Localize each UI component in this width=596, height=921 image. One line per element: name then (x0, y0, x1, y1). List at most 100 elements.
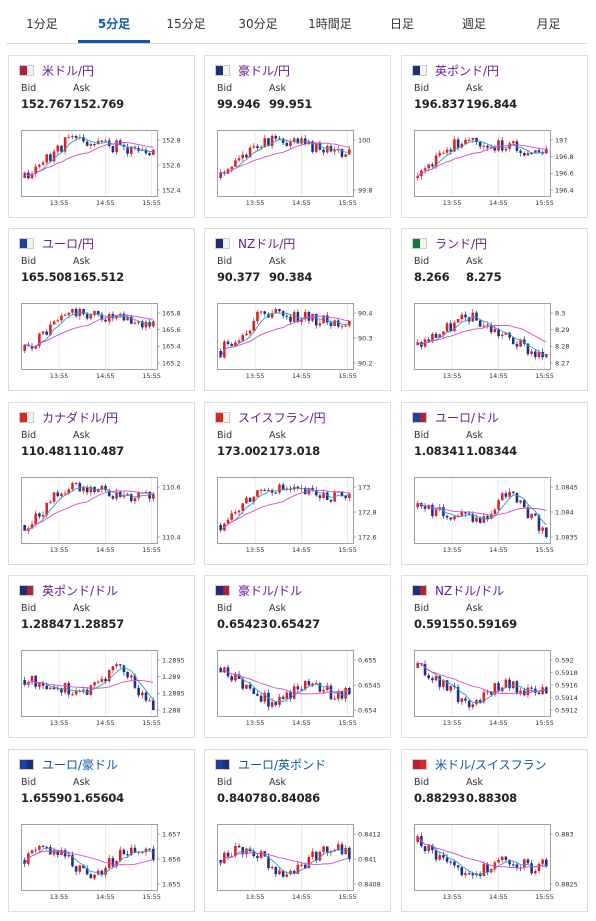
candle-body (464, 314, 467, 318)
candle-body (453, 139, 456, 152)
price-chart[interactable]: 13:55 14:55 15:55 8.3 8.29 8.28 8.27 (412, 301, 586, 386)
card-header: 米ドル/円 (19, 62, 94, 78)
candle-body (464, 698, 467, 701)
candle-body (34, 675, 37, 687)
currency-pair-link[interactable]: 英ポンド/円 (435, 63, 500, 78)
candle-body (322, 149, 325, 153)
tab-6[interactable]: 日足 (389, 17, 414, 31)
candle-body (115, 664, 118, 667)
candle-body (141, 321, 144, 328)
y-tick-label: 0.8408 (358, 880, 381, 888)
candle-body (438, 676, 442, 687)
tab-8[interactable]: 月足 (536, 17, 561, 31)
price-chart[interactable]: 13:55 14:55 15:55 1.657 1.656 1.655 (19, 822, 193, 907)
currency-card[interactable]: スイスフラン/円 Bid Ask 173.002 173.018 13:55 14:55 15… (204, 402, 391, 565)
currency-pair-link[interactable]: 豪ドル/ドル (238, 583, 303, 598)
candle-body (234, 845, 237, 857)
currency-card[interactable]: 英ポンド/円 Bid Ask 196.837 196.844 13:55 14:55 15:5… (401, 55, 588, 218)
currency-card[interactable]: ユーロ/ドル Bid Ask 1.08341 1.08344 13:55 14:55 15:5… (401, 402, 588, 565)
currency-card[interactable]: NZドル/円 Bid Ask 90.377 90.384 13:55 14:55 15:55 9… (204, 228, 391, 391)
plot-frame (21, 477, 158, 544)
candle-body (107, 313, 111, 322)
tab-5[interactable]: 1時間足 (308, 17, 352, 31)
currency-card[interactable]: ユーロ/英ポンド Bid Ask 0.84078 0.84086 13:55 14:55 15… (204, 749, 391, 912)
candle-body (126, 316, 129, 321)
candle-body (303, 681, 307, 690)
candle-body (534, 150, 537, 154)
y-tick-label: 0.5914 (555, 694, 578, 702)
candle-body (471, 137, 475, 140)
currency-pair-link[interactable]: スイスフラン/円 (238, 410, 326, 425)
currency-pair-link[interactable]: 豪ドル/円 (238, 63, 291, 78)
currency-pair-link[interactable]: ユーロ/ドル (435, 410, 500, 425)
price-chart[interactable]: 13:55 14:55 15:55 165.8 165.6 165.4 165.2 (19, 301, 193, 386)
price-chart[interactable]: 13:55 14:55 15:55 1.2895 1.289 1.2885 1.288 (19, 648, 193, 733)
currency-pair-link[interactable]: NZドル/円 (238, 236, 296, 251)
candle-body (241, 335, 245, 341)
candle-body (74, 866, 78, 872)
candle-body (438, 855, 442, 860)
candle-body (314, 851, 318, 861)
currency-card[interactable]: 英ポンド/ドル Bid Ask 1.28847 1.28857 13:55 14:55 15:… (8, 575, 195, 738)
currency-pair-link[interactable]: ユーロ/英ポンド (238, 757, 327, 772)
ask-value: 1.28857 (73, 617, 124, 631)
currency-pair-link[interactable]: ユーロ/円 (42, 236, 95, 251)
candle-body (122, 665, 126, 673)
candle-body (431, 845, 434, 851)
card-header: 豪ドル/ドル (215, 582, 302, 598)
y-tick-label: 90.3 (358, 334, 372, 342)
long-moving-average-line (220, 142, 350, 174)
currency-card[interactable]: カナダドル/円 Bid Ask 110.481 110.487 13:55 14:55 15:… (8, 402, 195, 565)
candle-body (256, 856, 259, 858)
currency-pair-link[interactable]: ランド/円 (435, 236, 488, 251)
price-chart[interactable]: 13:55 14:55 15:55 0.8412 0.841 0.8408 (215, 822, 389, 907)
tab-3[interactable]: 15分足 (166, 17, 206, 31)
tab-2[interactable]: 5分足 (78, 6, 150, 43)
currency-card[interactable]: ランド/円 Bid Ask 8.266 8.275 13:55 14:55 15:55 8.3 8… (401, 228, 588, 391)
x-tick-label: 14:55 (292, 893, 311, 901)
price-chart[interactable]: 13:55 14:55 15:55 110.6 110.4 (19, 475, 193, 560)
price-chart[interactable]: 13:55 14:55 15:55 152.8 152.6 152.4 (19, 128, 193, 213)
candle-body (248, 330, 252, 334)
ask-label: Ask (73, 256, 90, 267)
currency-card[interactable]: ユーロ/円 Bid Ask 165.508 165.512 13:55 14:55 15:55… (8, 228, 195, 391)
tab-4[interactable]: 30分足 (238, 17, 278, 31)
candle-body (478, 517, 482, 523)
currency-pair-link[interactable]: NZドル/ドル (435, 583, 505, 598)
candlestick-chart: 13:55 14:55 15:55 0.655 0.6545 0.654 (217, 650, 381, 727)
price-chart[interactable]: 13:55 14:55 15:55 90.4 90.3 90.2 (215, 301, 389, 386)
x-tick-label: 14:55 (292, 546, 311, 554)
candle-body (256, 490, 259, 497)
candle-body (311, 851, 314, 857)
price-chart[interactable]: 13:55 14:55 15:55 173 172.8 172.6 (215, 475, 389, 560)
price-chart[interactable]: 13:55 14:55 15:55 0.655 0.6545 0.654 (215, 648, 389, 733)
currency-pair-link[interactable]: 米ドル/円 (42, 63, 95, 78)
candle-body (126, 854, 129, 856)
candle-body (274, 136, 278, 139)
currency-pair-link[interactable]: 英ポンド/ドル (42, 583, 119, 598)
price-chart[interactable]: 13:55 14:55 15:55 0.592 0.5918 0.5916 0.5914 0.… (412, 648, 586, 733)
currency-card[interactable]: 米ドル/スイスフラン Bid Ask 0.88293 0.88308 13:55 14:55… (401, 749, 588, 912)
currency-card[interactable]: NZドル/ドル Bid Ask 0.59155 0.59169 13:55 14:55 15:… (401, 575, 588, 738)
candle-body (456, 687, 460, 702)
price-chart[interactable]: 13:55 14:55 15:55 0.883 0.8825 (412, 822, 586, 907)
currency-card[interactable]: 米ドル/円 Bid Ask 152.767 152.769 13:55 14:55 15:55… (8, 55, 195, 218)
currency-pair-link[interactable]: 米ドル/スイスフラン (435, 757, 547, 772)
price-chart[interactable]: 13:55 14:55 15:55 197 196.8 196.6 196.4 (412, 128, 586, 213)
currency-pair-link[interactable]: ユーロ/豪ドル (42, 757, 119, 772)
price-chart[interactable]: 13:55 14:55 15:55 1.0845 1.084 1.0835 (412, 475, 586, 560)
tab-1[interactable]: 1分足 (26, 17, 58, 31)
price-chart[interactable]: 13:55 14:55 15:55 100 99.8 (215, 128, 389, 213)
y-tick-label: 196.6 (555, 170, 574, 178)
currency-card[interactable]: 豪ドル/円 Bid Ask 99.946 99.951 13:55 14:55 15:55 10… (204, 55, 391, 218)
y-tick-label: 165.4 (162, 343, 181, 351)
candle-body (300, 864, 303, 866)
flag-icon (19, 237, 34, 249)
tab-7[interactable]: 週足 (461, 17, 486, 31)
currency-card[interactable]: ユーロ/豪ドル Bid Ask 1.65590 1.65604 13:55 14:55 15:… (8, 749, 195, 912)
candle-body (52, 492, 56, 502)
candle-body (340, 149, 344, 157)
candle-body (45, 502, 49, 515)
currency-card[interactable]: 豪ドル/ドル Bid Ask 0.65423 0.65427 13:55 14:55 15:5… (204, 575, 391, 738)
currency-pair-link[interactable]: カナダドル/円 (42, 410, 119, 425)
